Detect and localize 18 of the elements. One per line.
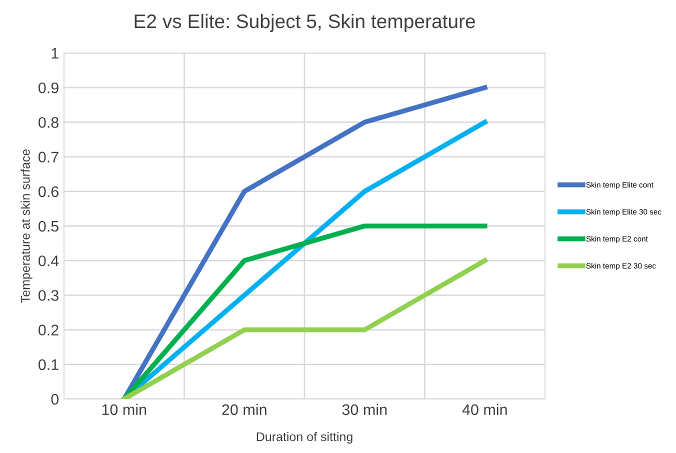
y-tick-label: 0.6 xyxy=(38,186,58,198)
x-tick-label: 20 min xyxy=(222,404,266,416)
y-tick-label: 0.7 xyxy=(38,152,58,162)
y-axis-title: Temperature at skin surface xyxy=(20,149,32,303)
y-tick-label: 0.2 xyxy=(38,324,58,336)
y-tick-label: 0.9 xyxy=(38,82,58,94)
y-tick-label: 1 xyxy=(52,48,58,59)
chart-title: E2 vs Elite: Subject 5, Skin temperature xyxy=(134,14,475,32)
y-tick-label: 0.8 xyxy=(38,117,58,128)
y-tick-label: 0.1 xyxy=(38,359,58,370)
y-tick-label: 0 xyxy=(51,394,59,405)
x-tick-label: 40 min xyxy=(462,404,507,416)
y-tick-label: 0.3 xyxy=(38,290,58,301)
y-tick-label: 0.4 xyxy=(38,255,59,266)
x-tick-label: 30 min xyxy=(342,404,387,416)
x-tick-label: 10 min xyxy=(102,404,146,416)
x-axis-title: Duration of sitting xyxy=(256,432,352,444)
y-tick-label: 0.5 xyxy=(38,220,58,232)
